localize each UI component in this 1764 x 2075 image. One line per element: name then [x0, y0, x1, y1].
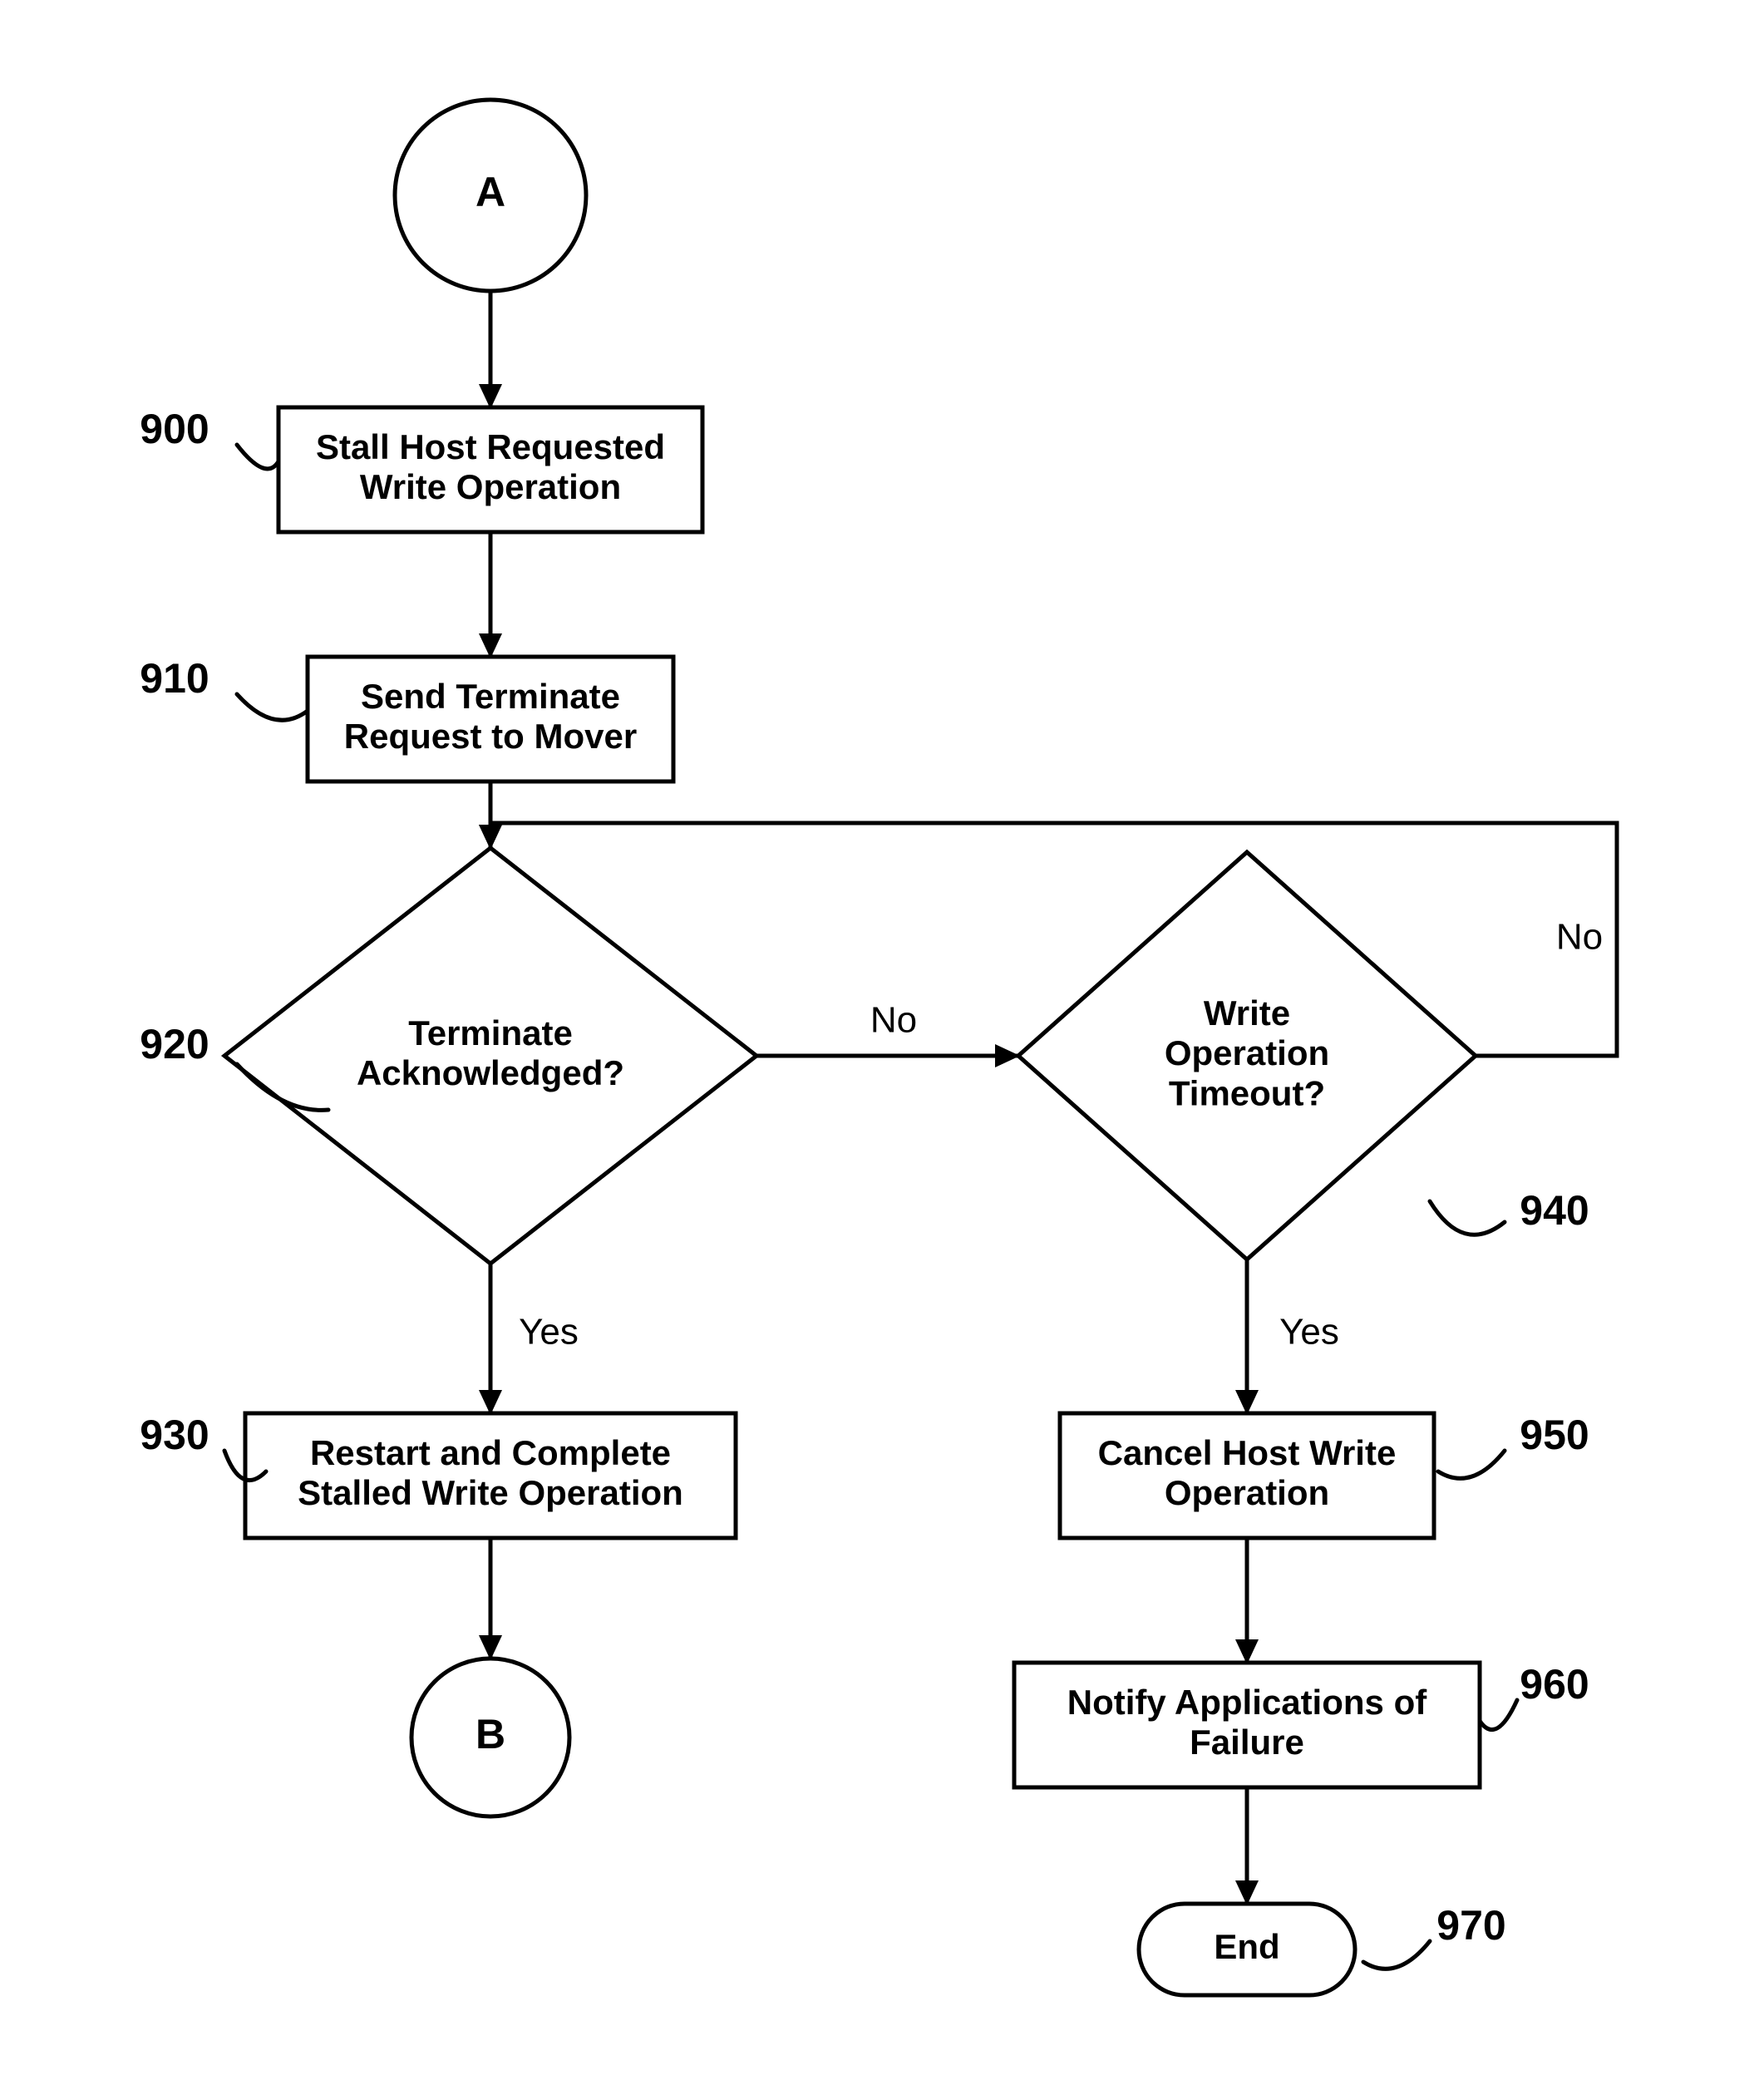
edge-label: Yes [1279, 1312, 1339, 1353]
ref-label: 920 [140, 1021, 209, 1067]
process-label: Request to Mover [344, 717, 637, 756]
decision-label: Write [1204, 993, 1290, 1033]
ref-label: 970 [1436, 1902, 1505, 1949]
flowchart-canvas: YesNoYesNoAStall Host RequestedWrite Ope… [0, 0, 1764, 2075]
terminator-label: End [1214, 1927, 1279, 1966]
edge-label: Yes [519, 1312, 579, 1353]
process-label: Cancel Host Write [1098, 1433, 1397, 1472]
edge-label: No [1556, 917, 1603, 958]
decision-label: Operation [1165, 1033, 1329, 1072]
ref-tail [1480, 1700, 1517, 1730]
decision-label: Terminate [408, 1013, 573, 1052]
ref-label: 950 [1520, 1412, 1589, 1458]
process-label: Failure [1190, 1723, 1304, 1762]
process-label: Send Terminate [361, 677, 620, 716]
ref-label: 930 [140, 1412, 209, 1458]
ref-label: 960 [1520, 1661, 1589, 1708]
process-label: Stalled Write Operation [298, 1473, 683, 1512]
process-label: Stall Host Requested [316, 427, 665, 466]
decision-label: Timeout? [1169, 1073, 1325, 1112]
ref-tail [1430, 1201, 1505, 1235]
ref-label: 910 [140, 655, 209, 702]
process-label: Restart and Complete [310, 1433, 671, 1472]
process-label: Write Operation [360, 467, 621, 506]
ref-label: 900 [140, 406, 209, 452]
ref-tail [237, 694, 308, 720]
edge-label: No [870, 1000, 917, 1041]
connector-label: A [475, 169, 505, 215]
process-label: Operation [1165, 1473, 1329, 1512]
decision-label: Acknowledged? [357, 1053, 624, 1092]
ref-tail [1438, 1451, 1505, 1478]
process-label: Notify Applications of [1067, 1683, 1427, 1722]
ref-label: 940 [1520, 1187, 1589, 1234]
connector-label: B [475, 1711, 505, 1757]
ref-tail [237, 445, 278, 469]
ref-tail [1363, 1941, 1430, 1969]
